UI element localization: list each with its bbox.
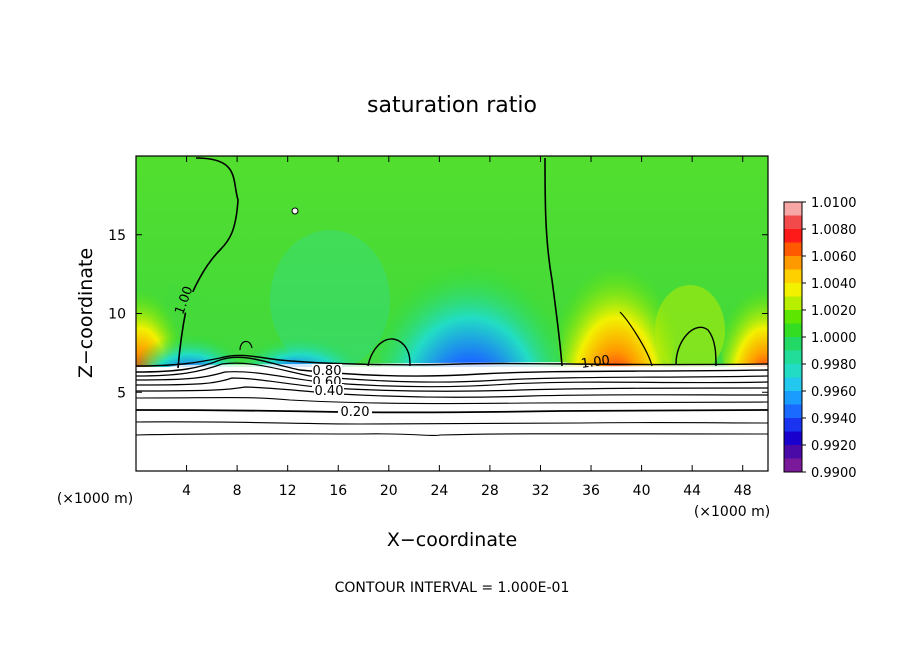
contour-line-060 [136, 371, 768, 388]
contour-line-020 [136, 409, 768, 414]
contour-line-050 [136, 377, 768, 392]
colorbar-swatch [784, 458, 802, 473]
y-tick-label: 15 [108, 228, 126, 244]
colorbar-swatch [784, 337, 802, 351]
x-tick-label: 12 [279, 483, 297, 499]
contour-interval-note: CONTOUR INTERVAL = 1.000E-01 [335, 580, 570, 596]
contour-line-040 [136, 386, 768, 398]
y-axis-ticks: 5 10 15 [108, 228, 768, 401]
contour-line-000 [136, 433, 768, 437]
contour-label-100-right: 1.00 [580, 353, 611, 372]
colorbar-tick-label: 1.0080 [811, 223, 857, 238]
contour-label-bg-100-left [162, 283, 204, 317]
colorbar-tick-label: 1.0000 [811, 331, 857, 346]
y-tick-label: 5 [117, 385, 126, 401]
lower-field [136, 367, 768, 471]
colorbar-swatch [784, 269, 802, 284]
colorbar-swatch [784, 418, 802, 432]
field-region-cyan-2 [270, 230, 390, 370]
colorbar-tick-label: 0.9960 [811, 385, 857, 400]
contour-line-100-bump-3 [675, 326, 717, 367]
contour-line-100-bump-2 [619, 311, 653, 367]
x-tick-label: 24 [430, 483, 448, 499]
colorbar-swatch [784, 431, 802, 446]
colorbar-tick-label: 0.9900 [811, 466, 857, 481]
colorbar [783, 201, 803, 473]
chart-title: saturation ratio [367, 93, 537, 118]
colorbar-swatch [784, 202, 802, 216]
contour-line-100-bump-4 [239, 340, 253, 351]
colorbar-tick-label: 1.0060 [811, 250, 857, 265]
plot-area [136, 156, 768, 471]
x-tick-label: 36 [582, 483, 600, 499]
colorbar-swatch [784, 377, 802, 392]
contour-labels: 1.00 1.00 0.80 0.60 0.40 0.20 [162, 283, 611, 420]
colorbar-swatch [784, 283, 802, 297]
contour-label-020: 0.20 [341, 405, 370, 420]
colorbar-swatch [784, 256, 802, 270]
contour-line-030 [136, 396, 768, 405]
colorbar-tick-label: 1.0040 [811, 277, 857, 292]
x-tick-label: 8 [233, 483, 242, 499]
contour-label-040: 0.40 [315, 384, 344, 399]
colorbar-swatch [784, 215, 802, 230]
x-tick-label: 40 [633, 483, 651, 499]
x-tick-label: 4 [182, 483, 191, 499]
x-tick-label: 16 [329, 483, 347, 499]
x-axis-label: X−coordinate [387, 529, 517, 551]
contour-line-100-bump-1 [367, 338, 411, 367]
colorbar-swatch [784, 242, 802, 257]
x-unit-note-left: (×1000 m) [57, 491, 133, 507]
contour-line-010 [136, 421, 768, 425]
x-tick-label: 48 [734, 483, 752, 499]
colorbar-swatch [784, 296, 802, 311]
colorbar-swatch [784, 323, 802, 338]
colorbar-tick-label: 0.9980 [811, 358, 857, 373]
colorbar-swatch [784, 445, 802, 459]
x-unit-note-right: (×1000 m) [694, 504, 770, 520]
colorbar-swatch [784, 350, 802, 365]
x-axis-ticks: 4 8 12 16 20 24 28 32 36 40 44 48 [182, 156, 752, 499]
contour-line-100-left [177, 157, 239, 369]
contour-label-bg-080 [312, 364, 342, 376]
colorbar-swatch [784, 364, 802, 378]
field-region-green-plume [655, 285, 725, 375]
y-axis-label: Z−coordinate [75, 248, 97, 378]
contour-label-080: 0.80 [313, 364, 342, 379]
contour-line-080 [136, 356, 768, 377]
colorbar-swatch [784, 229, 802, 243]
x-tick-label: 32 [532, 483, 550, 499]
colorbar-swatch [784, 391, 802, 405]
contour-line-100-right [544, 157, 563, 367]
small-feature [291, 207, 299, 215]
colorbar-swatch [784, 310, 802, 324]
x-tick-label: 28 [481, 483, 499, 499]
contour-label-bg-040 [314, 384, 344, 396]
colorbar-swatch [784, 404, 802, 419]
colorbar-tick-label: 1.0020 [811, 304, 857, 319]
colorbar-labels: 1.0100 1.0080 1.0060 1.0040 1.0020 1.0000 0.99… [802, 196, 857, 481]
contour-line-surface [136, 354, 768, 367]
x-tick-label: 20 [380, 483, 398, 499]
colorbar-tick-label: 0.9940 [811, 412, 857, 427]
y-tick-label: 10 [108, 307, 126, 323]
colorbar-tick-label: 1.0100 [811, 196, 857, 211]
contour-label-bg-020 [338, 404, 372, 418]
x-tick-label: 44 [683, 483, 701, 499]
colorbar-tick-label: 0.9920 [811, 439, 857, 454]
contour-line-070 [136, 362, 768, 383]
